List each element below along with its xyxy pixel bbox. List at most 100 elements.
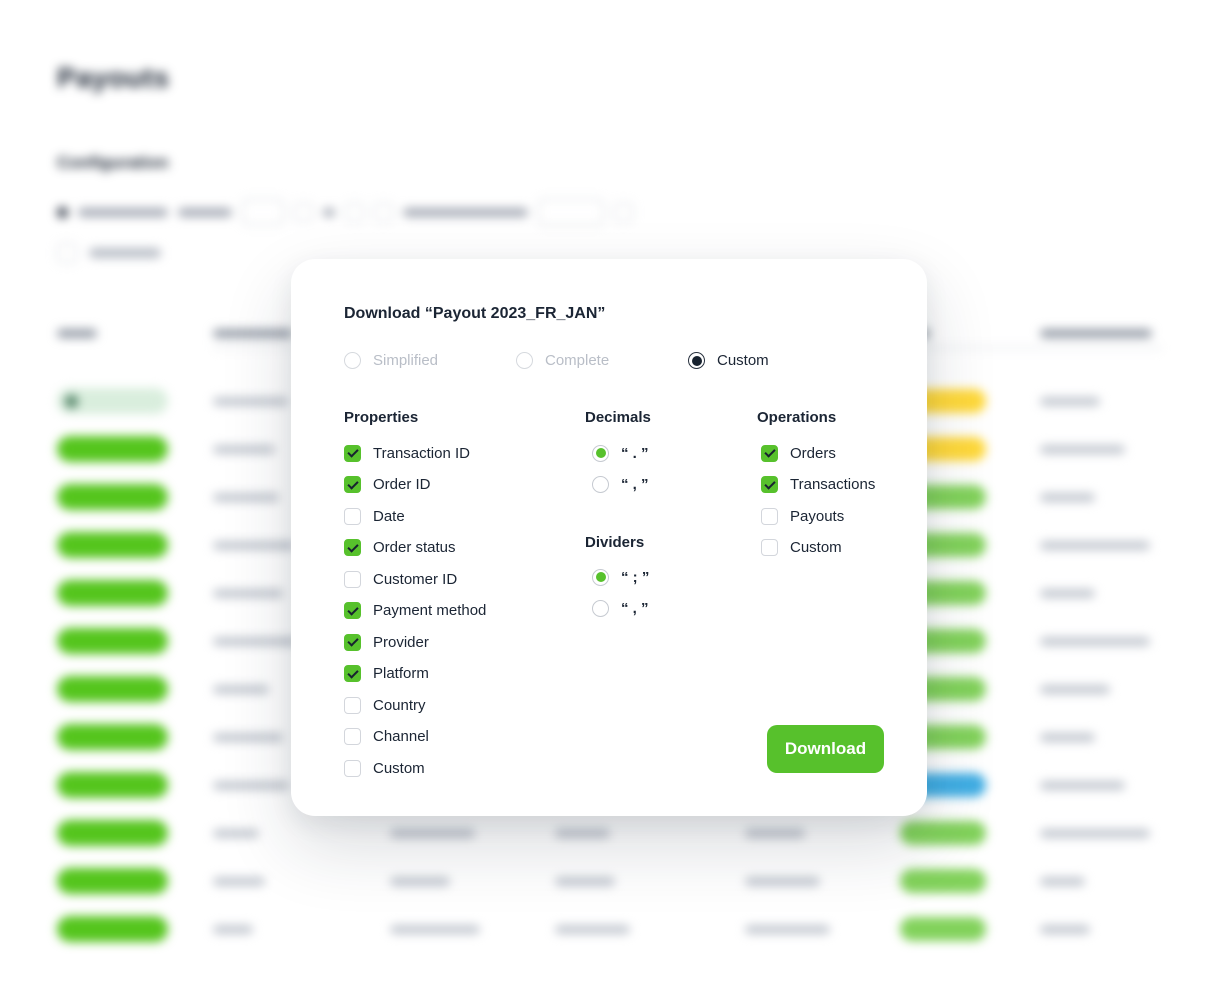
checkbox-icon (761, 539, 778, 556)
blurred-text (78, 207, 168, 217)
blurred-text (1040, 397, 1100, 406)
radio-icon (592, 600, 609, 617)
status-pill (900, 917, 986, 941)
properties-list: Transaction ID Order ID Date Order status Cu… (344, 442, 486, 779)
blurred-text (178, 207, 232, 217)
checkbox-label: Order status (373, 539, 456, 556)
checkbox-label: Customer ID (373, 570, 458, 588)
checkbox-label: Transaction ID (373, 444, 470, 462)
properties-heading: Properties (344, 409, 419, 426)
format-option-simplified[interactable]: Simplified (344, 352, 516, 369)
property-checkbox-provider[interactable]: Provider (344, 631, 486, 653)
checkbox-label: Channel (373, 728, 429, 745)
control-box (242, 199, 284, 225)
blurred-text (1040, 925, 1090, 934)
property-checkbox-country[interactable]: Country (344, 694, 486, 716)
property-checkbox-order-status[interactable]: Order status (344, 537, 486, 559)
dividers-heading: Dividers (585, 534, 645, 551)
blurred-text (1040, 493, 1095, 502)
property-checkbox-order-id[interactable]: Order ID (344, 474, 486, 496)
operation-checkbox-custom[interactable]: Custom (761, 537, 875, 559)
property-checkbox-platform[interactable]: Platform (344, 663, 486, 685)
operation-checkbox-transactions[interactable]: Transactions (761, 474, 875, 496)
decimal-option[interactable]: “ , ” (585, 474, 649, 496)
configuration-controls (57, 199, 633, 225)
blurred-text (1040, 877, 1085, 886)
checkbox-icon (344, 728, 361, 745)
checkbox-icon (344, 665, 361, 682)
checkbox-icon (344, 696, 361, 714)
blurred-text (213, 445, 275, 454)
divider-option[interactable]: “ ; ” (585, 566, 649, 588)
radio-option-label: “ ; ” (621, 568, 650, 586)
blurred-text (1040, 685, 1110, 694)
format-option-label: Simplified (373, 352, 439, 369)
blurred-text (390, 829, 475, 838)
property-checkbox-custom[interactable]: Custom (344, 757, 486, 779)
status-pill (57, 532, 168, 558)
format-option-custom[interactable]: Custom (688, 352, 860, 369)
status-pill (57, 676, 168, 702)
property-checkbox-payment-method[interactable]: Payment method (344, 600, 486, 622)
status-dot (65, 394, 78, 408)
status-pill (57, 820, 168, 846)
status-pill (900, 869, 986, 893)
control-box (538, 199, 604, 225)
checkbox-label: Custom (790, 539, 842, 556)
property-checkbox-channel[interactable]: Channel (344, 726, 486, 748)
operation-checkbox-orders[interactable]: Orders (761, 442, 875, 464)
checkbox-label: Date (373, 507, 405, 525)
operation-checkbox-payouts[interactable]: Payouts (761, 505, 875, 527)
divider-option[interactable]: “ , ” (585, 598, 649, 620)
blurred-text (403, 207, 528, 217)
format-option-label: Custom (717, 352, 769, 369)
status-pill (900, 821, 986, 845)
modal-title: Download “Payout 2023_FR_JAN” (344, 305, 606, 322)
status-dot (57, 206, 68, 218)
radio-icon (516, 352, 533, 369)
blurred-text (213, 829, 259, 838)
blurred-text (1040, 829, 1150, 838)
control-box (374, 202, 393, 222)
checkbox-icon (57, 243, 77, 263)
status-pill (57, 388, 168, 414)
blurred-text (213, 589, 283, 598)
checkbox-icon (761, 507, 778, 525)
blurred-text (213, 637, 299, 646)
blurred-text (89, 248, 161, 258)
column-header (57, 329, 97, 338)
radio-icon (592, 476, 609, 493)
property-checkbox-customer-id[interactable]: Customer ID (344, 568, 486, 590)
checkbox-label: Custom (373, 759, 425, 777)
radio-option-label: “ . ” (621, 444, 649, 462)
download-button[interactable]: Download (767, 725, 884, 773)
blurred-text (555, 877, 615, 886)
control-box (345, 202, 364, 222)
radio-icon (592, 568, 609, 586)
checkbox-label: Transactions (790, 476, 876, 493)
checkbox-icon (344, 759, 361, 777)
blurred-text (555, 829, 610, 838)
blurred-text (745, 925, 830, 934)
checkbox-icon (344, 602, 361, 619)
blurred-text (213, 877, 265, 886)
property-checkbox-date[interactable]: Date (344, 505, 486, 527)
property-checkbox-transaction-id[interactable]: Transaction ID (344, 442, 486, 464)
operations-heading: Operations (757, 409, 837, 426)
status-pill (57, 724, 168, 750)
column-header (1040, 329, 1152, 338)
blurred-text (213, 397, 288, 406)
blurred-text (1040, 781, 1125, 790)
decimal-option[interactable]: “ . ” (585, 442, 649, 464)
checkbox-icon (344, 507, 361, 525)
decimals-heading: Decimals (585, 409, 651, 426)
checkbox-icon (344, 539, 361, 556)
status-pill (57, 436, 168, 462)
blurred-text (390, 877, 450, 886)
table-row (0, 868, 1219, 916)
configuration-checkbox-row (57, 243, 161, 263)
format-option-complete[interactable]: Complete (516, 352, 688, 369)
checkbox-icon (761, 476, 778, 493)
format-options: Simplified Complete Custom (344, 352, 860, 369)
download-modal: Download “Payout 2023_FR_JAN” Simplified… (291, 259, 927, 816)
